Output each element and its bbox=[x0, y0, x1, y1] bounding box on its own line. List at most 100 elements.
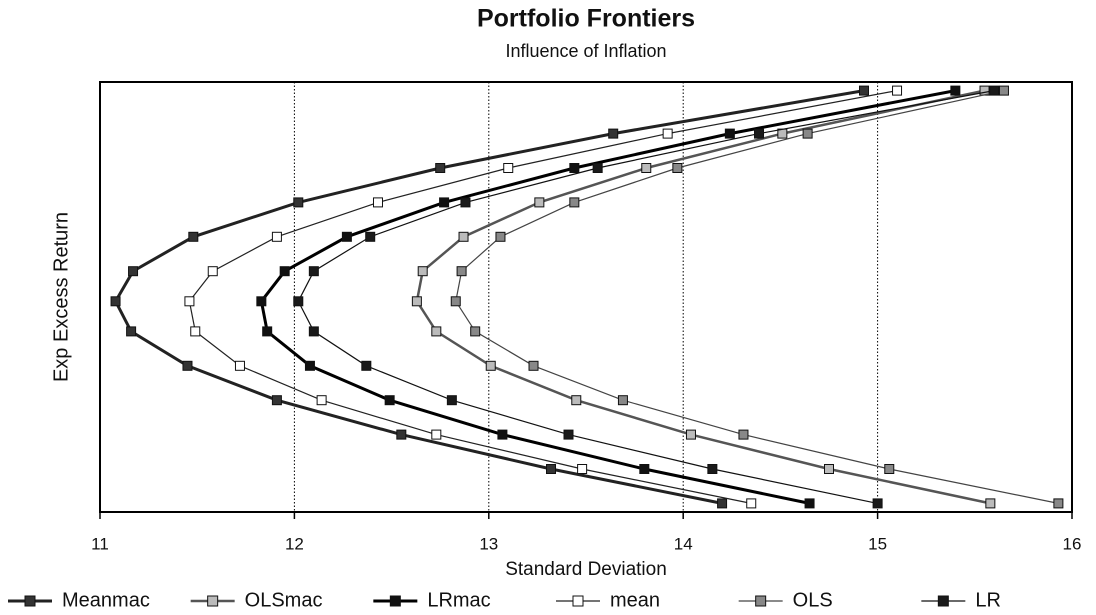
marker bbox=[435, 163, 446, 173]
x-axis-label: Standard Deviation bbox=[505, 559, 667, 580]
marker bbox=[1053, 498, 1064, 509]
marker bbox=[417, 266, 428, 277]
marker bbox=[872, 498, 883, 509]
marker bbox=[824, 464, 834, 474]
x-tick-label: 16 bbox=[1063, 534, 1082, 553]
marker bbox=[396, 429, 407, 440]
marker bbox=[571, 395, 582, 406]
marker bbox=[372, 197, 383, 208]
marker bbox=[234, 360, 245, 371]
marker bbox=[724, 128, 735, 139]
marker bbox=[892, 85, 903, 96]
x-tick-label: 12 bbox=[285, 534, 304, 553]
marker bbox=[279, 266, 290, 277]
marker bbox=[804, 498, 815, 509]
marker bbox=[985, 498, 996, 509]
marker bbox=[858, 85, 869, 96]
marker bbox=[746, 498, 757, 509]
marker bbox=[182, 360, 193, 371]
marker bbox=[528, 360, 539, 371]
series-line bbox=[113, 89, 865, 505]
x-tick-label: 14 bbox=[674, 534, 693, 553]
legend-label: LRmac bbox=[427, 589, 490, 611]
y-axis-label: Exp Excess Return bbox=[50, 212, 72, 382]
marker bbox=[271, 231, 282, 242]
marker bbox=[672, 163, 683, 173]
series-line bbox=[455, 90, 1059, 504]
marker bbox=[608, 128, 619, 139]
marker bbox=[950, 85, 961, 96]
marker bbox=[460, 197, 471, 208]
marker bbox=[707, 464, 718, 474]
marker bbox=[755, 595, 767, 607]
marker bbox=[256, 296, 267, 307]
marker bbox=[431, 429, 442, 440]
chart-title: Portfolio Frontiers bbox=[477, 5, 695, 33]
marker bbox=[497, 429, 508, 440]
marker bbox=[446, 395, 457, 406]
marker bbox=[190, 326, 201, 337]
series-line bbox=[259, 89, 956, 505]
chart-subtitle: Influence of Inflation bbox=[505, 41, 666, 61]
marker bbox=[262, 326, 273, 337]
marker bbox=[563, 429, 574, 440]
marker bbox=[534, 197, 545, 208]
marker bbox=[308, 326, 319, 337]
marker bbox=[577, 464, 588, 474]
marker bbox=[802, 128, 813, 139]
marker bbox=[411, 296, 422, 307]
marker bbox=[308, 266, 319, 277]
marker bbox=[884, 464, 895, 474]
marker bbox=[485, 360, 496, 371]
legend-label: OLS bbox=[793, 589, 833, 611]
marker bbox=[389, 595, 401, 607]
series-line bbox=[415, 89, 991, 505]
marker bbox=[293, 197, 304, 208]
legend-label: Meanmac bbox=[62, 589, 150, 611]
marker bbox=[546, 464, 557, 474]
marker bbox=[384, 395, 395, 406]
marker bbox=[365, 231, 376, 242]
marker bbox=[937, 595, 949, 607]
marker bbox=[738, 429, 749, 440]
marker bbox=[685, 429, 696, 440]
marker bbox=[271, 395, 282, 406]
x-tick-label: 15 bbox=[868, 534, 887, 553]
marker bbox=[110, 296, 121, 307]
plot-frame bbox=[99, 81, 1073, 513]
marker bbox=[207, 266, 218, 277]
marker bbox=[470, 326, 481, 337]
marker bbox=[207, 595, 219, 607]
marker bbox=[569, 197, 580, 208]
x-tick-label: 11 bbox=[91, 534, 109, 553]
marker bbox=[998, 85, 1009, 96]
marker bbox=[662, 128, 673, 139]
marker bbox=[128, 266, 139, 277]
marker bbox=[361, 360, 372, 371]
marker bbox=[617, 395, 628, 406]
marker bbox=[24, 595, 36, 607]
x-tick-label: 13 bbox=[479, 534, 498, 553]
marker bbox=[293, 296, 304, 307]
marker bbox=[989, 85, 1000, 96]
marker bbox=[184, 296, 195, 307]
marker bbox=[341, 231, 352, 242]
marker bbox=[503, 163, 514, 173]
marker bbox=[450, 296, 461, 307]
marker bbox=[304, 360, 315, 371]
legend-label: OLSmac bbox=[245, 589, 323, 611]
marker bbox=[592, 163, 603, 173]
marker bbox=[495, 231, 506, 242]
marker bbox=[572, 595, 584, 607]
marker bbox=[316, 395, 327, 406]
legend-label: mean bbox=[610, 589, 660, 611]
marker bbox=[188, 231, 199, 242]
marker bbox=[431, 326, 442, 337]
marker bbox=[641, 163, 652, 173]
marker bbox=[569, 163, 580, 173]
marker bbox=[126, 326, 137, 337]
marker bbox=[458, 231, 469, 242]
marker bbox=[717, 498, 728, 509]
marker bbox=[639, 464, 650, 474]
